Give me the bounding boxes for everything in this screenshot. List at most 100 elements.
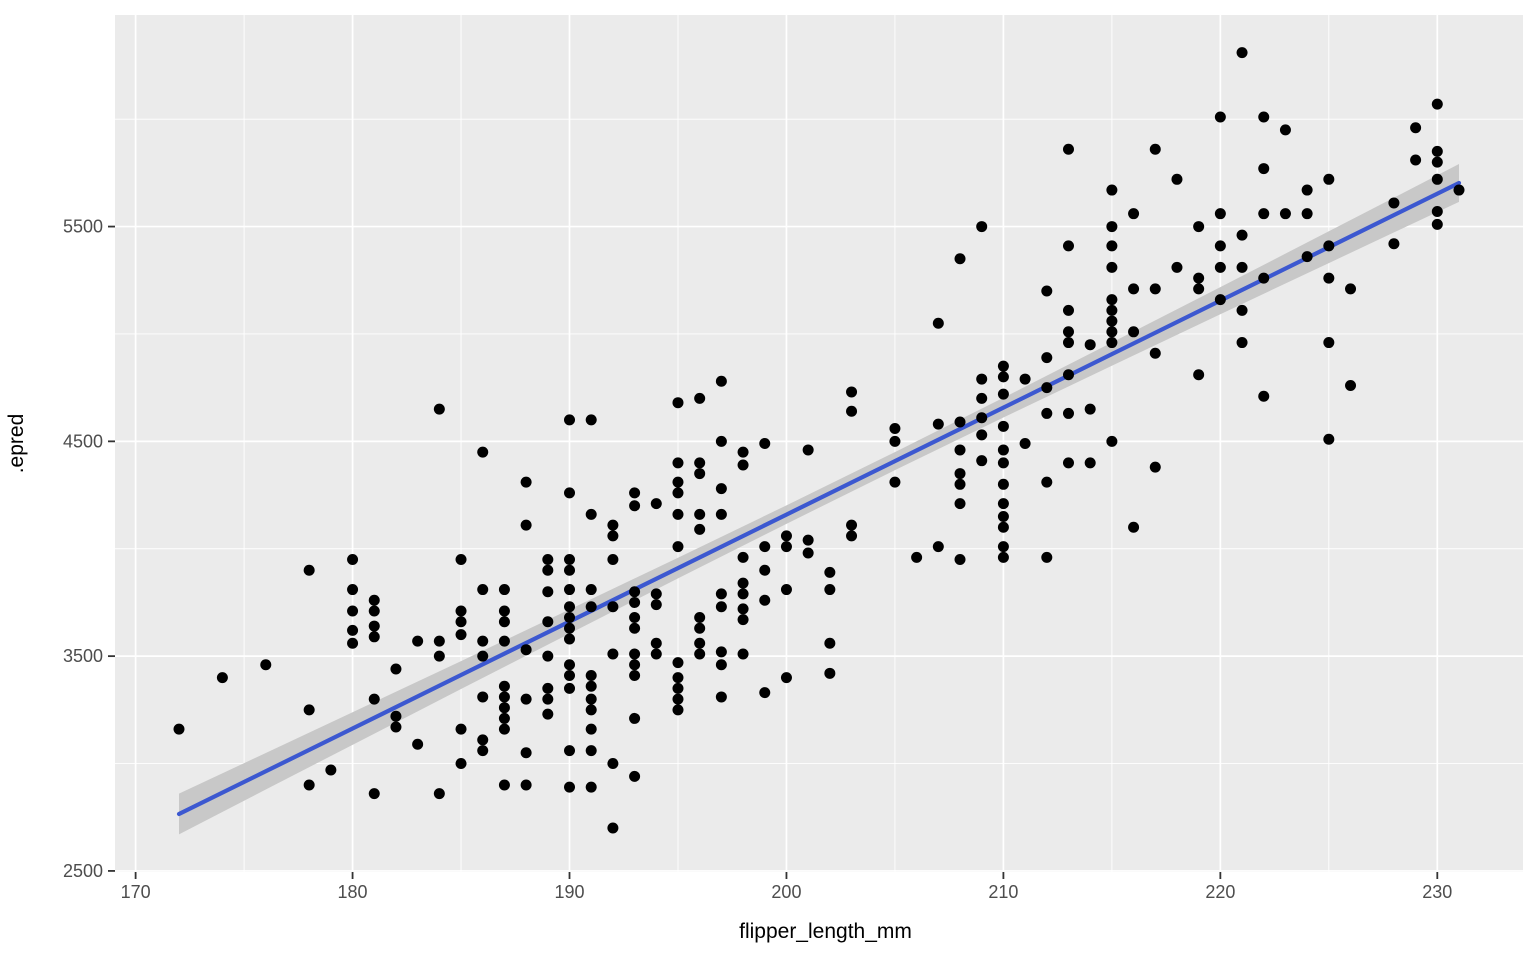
data-point	[1258, 111, 1270, 123]
data-point	[585, 508, 597, 520]
data-point	[672, 704, 684, 716]
data-point	[650, 637, 662, 649]
data-point	[1084, 457, 1096, 469]
data-point	[1128, 283, 1140, 295]
x-tick-label: 190	[554, 882, 584, 902]
data-point	[455, 553, 467, 565]
data-point	[629, 487, 641, 499]
data-point	[1106, 221, 1118, 233]
data-point	[1301, 208, 1313, 220]
data-point	[1149, 143, 1161, 155]
data-point	[737, 551, 749, 563]
data-point	[303, 779, 315, 791]
data-point	[498, 723, 510, 735]
data-point	[477, 745, 489, 757]
data-point	[1323, 433, 1335, 445]
data-point	[824, 667, 836, 679]
data-point	[498, 680, 510, 692]
data-point	[585, 601, 597, 613]
data-point	[997, 420, 1009, 432]
data-point	[1193, 369, 1205, 381]
data-point	[1323, 173, 1335, 185]
data-point	[433, 788, 445, 800]
data-point	[1041, 476, 1053, 488]
data-point	[629, 659, 641, 671]
data-point	[780, 530, 792, 542]
data-point	[629, 669, 641, 681]
data-point	[1236, 261, 1248, 273]
data-point	[1323, 272, 1335, 284]
data-point	[629, 770, 641, 782]
data-point	[1106, 184, 1118, 196]
data-point	[564, 611, 576, 623]
data-point	[433, 635, 445, 647]
data-point	[585, 745, 597, 757]
data-point	[672, 693, 684, 705]
data-point	[1236, 47, 1248, 59]
data-point	[477, 691, 489, 703]
data-point	[889, 476, 901, 488]
data-point	[759, 594, 771, 606]
data-point	[607, 553, 619, 565]
data-point	[759, 541, 771, 553]
data-point	[737, 603, 749, 615]
data-point	[672, 457, 684, 469]
data-point	[542, 693, 554, 705]
data-point	[1062, 457, 1074, 469]
data-point	[455, 629, 467, 641]
data-point	[368, 620, 380, 632]
data-point	[1041, 382, 1053, 394]
data-point	[694, 508, 706, 520]
data-point	[954, 444, 966, 456]
data-point	[368, 594, 380, 606]
x-tick-label: 210	[988, 882, 1018, 902]
data-point	[498, 605, 510, 617]
data-point	[564, 487, 576, 499]
data-point	[1301, 184, 1313, 196]
data-point	[477, 734, 489, 746]
data-point	[911, 551, 923, 563]
data-point	[737, 648, 749, 660]
x-tick-label: 170	[121, 882, 151, 902]
data-point	[520, 519, 532, 531]
data-point	[976, 429, 988, 441]
data-point	[1171, 261, 1183, 273]
data-point	[737, 614, 749, 626]
data-point	[715, 691, 727, 703]
data-point	[564, 682, 576, 694]
data-point	[542, 650, 554, 662]
data-point	[585, 693, 597, 705]
data-point	[1041, 352, 1053, 364]
data-point	[498, 779, 510, 791]
data-point	[1193, 221, 1205, 233]
data-point	[976, 392, 988, 404]
data-point	[846, 386, 858, 398]
data-point	[368, 788, 380, 800]
data-point	[368, 631, 380, 643]
data-point	[477, 650, 489, 662]
data-point	[1149, 461, 1161, 473]
data-point	[1062, 143, 1074, 155]
data-point	[997, 541, 1009, 553]
data-point	[520, 747, 532, 759]
data-point	[1236, 337, 1248, 349]
data-point	[715, 659, 727, 671]
data-point	[1453, 184, 1465, 196]
data-point	[564, 553, 576, 565]
data-point	[1279, 208, 1291, 220]
data-point	[672, 672, 684, 684]
data-point	[889, 422, 901, 434]
data-point	[1410, 122, 1422, 134]
data-point	[1236, 304, 1248, 316]
data-point	[390, 710, 402, 722]
data-point	[1323, 337, 1335, 349]
data-point	[932, 317, 944, 329]
data-point	[1279, 124, 1291, 136]
data-point	[737, 577, 749, 589]
data-point	[889, 435, 901, 447]
data-point	[997, 511, 1009, 523]
data-point	[1258, 163, 1270, 175]
data-point	[715, 588, 727, 600]
data-point	[1236, 229, 1248, 241]
